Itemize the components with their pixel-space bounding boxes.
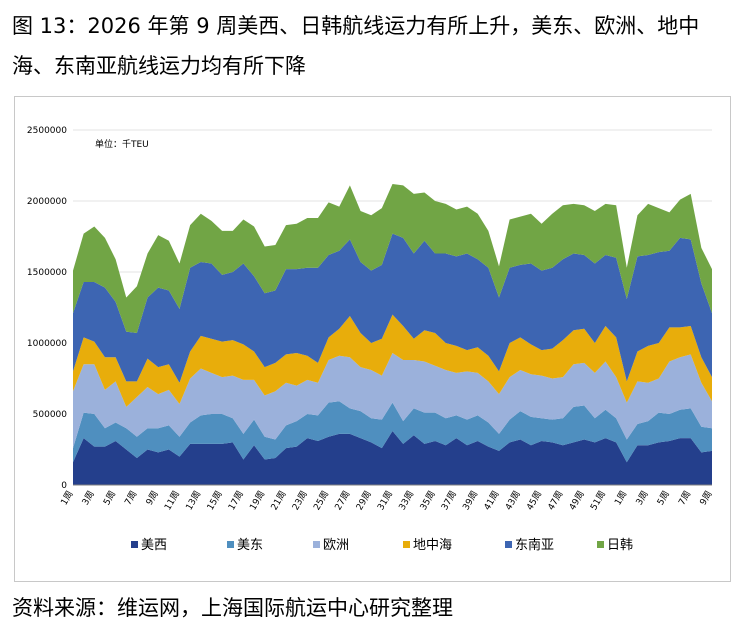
- unit-label: 单位：千TEU: [95, 138, 149, 150]
- series-area-东南亚: [73, 233, 712, 383]
- x-tick-label: 17周: [226, 489, 246, 512]
- series-area-欧洲: [73, 352, 712, 449]
- legend-label: 东南亚: [515, 537, 554, 553]
- y-tick-label: 0: [61, 481, 67, 491]
- x-tick-label: 49周: [567, 489, 587, 512]
- legend-swatch: [505, 541, 512, 548]
- series-area-地中海: [73, 314, 712, 407]
- x-tick-label: 3周: [634, 489, 651, 507]
- x-tick-label: 29周: [354, 489, 374, 512]
- x-tick-label: 51周: [588, 489, 608, 512]
- x-tick-label: 33周: [397, 489, 417, 512]
- source-note: 资料来源：维运网，上海国际航运中心研究整理: [12, 596, 453, 620]
- x-tick-label: 11周: [162, 489, 182, 512]
- x-tick-label: 9周: [144, 489, 161, 507]
- legend-swatch: [597, 541, 604, 548]
- x-tick-label: 31周: [375, 489, 395, 512]
- legend-swatch: [403, 541, 410, 548]
- legend-label: 欧洲: [323, 538, 349, 553]
- x-tick-label: 1周: [59, 489, 76, 507]
- series-area-美东: [73, 401, 712, 463]
- area-layer: [73, 183, 712, 485]
- series-area-日韩: [73, 183, 712, 334]
- y-tick-label: 1500000: [27, 268, 67, 278]
- legend-label: 美东: [237, 538, 263, 553]
- x-tick-label: 5周: [101, 489, 118, 507]
- x-tick-label: 41周: [482, 489, 502, 512]
- series-area-美西: [73, 431, 712, 485]
- x-tick-label: 45周: [524, 489, 544, 512]
- x-tick-label: 27周: [333, 489, 353, 512]
- x-tick-label: 3周: [80, 489, 97, 507]
- y-tick-label: 2500000: [27, 126, 67, 136]
- x-tick-label: 37周: [439, 489, 459, 512]
- x-tick-label: 43周: [503, 489, 523, 512]
- x-tick-label: 21周: [269, 489, 289, 512]
- x-tick-label: 7周: [676, 489, 693, 507]
- legend-swatch: [313, 541, 320, 548]
- x-tick-label: 15周: [205, 489, 225, 512]
- x-tick-label: 19周: [248, 489, 268, 512]
- x-tick-label: 25周: [311, 489, 331, 512]
- x-tick-label: 23周: [290, 489, 310, 512]
- legend-label: 地中海: [413, 538, 452, 553]
- x-tick-label: 39周: [461, 489, 481, 512]
- x-tick-label: 9周: [698, 489, 715, 507]
- x-tick-label: 7周: [123, 489, 140, 507]
- x-tick-label: 35周: [418, 489, 438, 512]
- y-tick-label: 2000000: [27, 197, 67, 207]
- legend-swatch: [227, 541, 234, 548]
- y-tick-label: 500000: [33, 410, 68, 420]
- x-tick-label: 1周: [613, 489, 630, 507]
- chart-legend: 美西 美东 欧洲 地中海 东南亚 日韩: [131, 537, 633, 553]
- chart-frame: 0 500000 1000000 1500000 2000000 2500000 1周 3周 5…: [14, 96, 731, 582]
- x-tick-label: 47周: [546, 489, 566, 512]
- y-tick-label: 1000000: [27, 339, 67, 349]
- x-tick-label: 5周: [655, 489, 672, 507]
- x-tick-label: 13周: [184, 489, 204, 512]
- figure-title: 图 13：2026 年第 9 周美西、日韩航线运力有所上升，美东、欧洲、地中海、…: [12, 14, 700, 78]
- legend-label: 美西: [141, 538, 167, 553]
- legend-label: 日韩: [607, 538, 633, 553]
- legend-swatch: [131, 541, 138, 548]
